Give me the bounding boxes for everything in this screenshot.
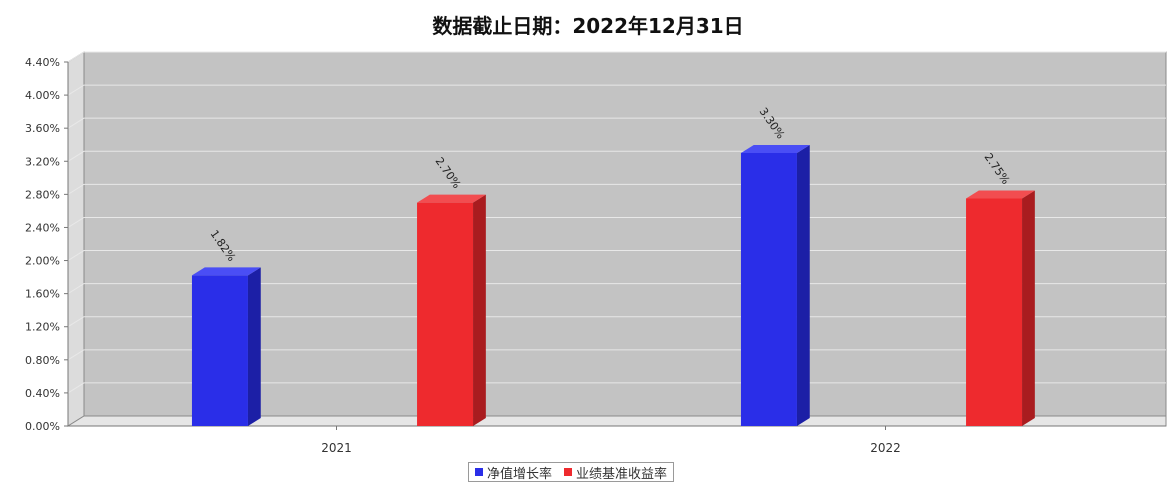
- bar-top: [966, 190, 1035, 199]
- legend-swatch: [564, 468, 573, 476]
- bar: [191, 267, 261, 426]
- bars: [191, 145, 1035, 426]
- bar-front: [966, 198, 1023, 426]
- y-tick-label: 4.40%: [25, 56, 60, 69]
- legend-swatch: [475, 468, 483, 476]
- x-tick-label: 2021: [321, 441, 352, 455]
- bar-side: [473, 194, 486, 426]
- y-tick-label: 2.80%: [25, 188, 60, 201]
- grid-line: [67, 84, 1166, 96]
- x-axis: 2021 2022: [68, 425, 1166, 455]
- bar-top: [417, 194, 486, 203]
- legend-item: 净值增长率: [475, 463, 552, 482]
- y-tick-label: 1.60%: [25, 288, 60, 301]
- bar-front: [740, 153, 797, 426]
- y-tick-label: 0.00%: [25, 420, 60, 433]
- x-tick-label: 2022: [870, 441, 901, 455]
- bar-side: [247, 267, 261, 426]
- legend-item: 业绩基准收益率: [564, 463, 667, 482]
- bar: [417, 194, 486, 426]
- bar-top: [740, 145, 810, 153]
- grid-line: [67, 117, 1166, 129]
- y-tick-label: 1.20%: [25, 321, 60, 334]
- y-tick-label: 2.00%: [25, 255, 60, 268]
- legend-label: 净值增长率: [487, 466, 553, 482]
- bar-side: [1022, 190, 1035, 426]
- bar-front: [417, 202, 474, 426]
- chart-title: 数据截止日期：2022年12月31日: [432, 14, 744, 38]
- grid-line: [67, 51, 1166, 63]
- y-tick-label: 0.80%: [25, 354, 60, 367]
- y-tick-label: 0.40%: [25, 387, 60, 400]
- y-tick-label: 2.40%: [25, 221, 60, 234]
- bar-top: [191, 267, 261, 276]
- bar: [966, 190, 1035, 426]
- legend-label: 业绩基准收益率: [576, 466, 668, 482]
- y-tick-label: 3.60%: [25, 122, 60, 135]
- bar-side: [796, 145, 810, 426]
- legend: 净值增长率 业绩基准收益率: [468, 462, 675, 482]
- y-tick-label: 4.00%: [25, 89, 60, 102]
- bar: [740, 145, 810, 426]
- bar-front: [191, 275, 248, 426]
- plot-left-wall: [67, 51, 85, 427]
- y-axis: 0.00% 0.40% 0.80% 1.20% 1.60% 2.00% 2.40% 2.80%…: [25, 56, 69, 433]
- y-tick-label: 3.20%: [25, 155, 60, 168]
